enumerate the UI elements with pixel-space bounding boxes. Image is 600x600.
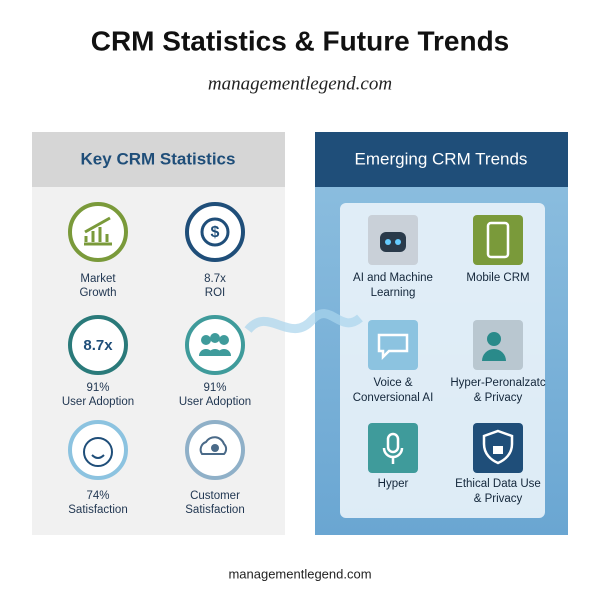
icon-art — [482, 429, 514, 465]
icon-art — [395, 239, 401, 245]
trend-icon — [368, 320, 418, 370]
stat-icon — [185, 315, 245, 375]
stats-panel — [32, 132, 285, 535]
trend-label: AI and Machine — [353, 272, 433, 284]
icon-art — [487, 332, 501, 346]
stat-label: Customer — [190, 490, 240, 502]
icon-art — [199, 436, 228, 455]
icon-text: 8.7x — [83, 337, 113, 354]
trend-label: & Privacy — [474, 392, 523, 404]
trend-icon — [368, 423, 418, 473]
trend-label: & Privacy — [474, 493, 523, 505]
stats-header — [32, 132, 285, 187]
icon-art — [201, 335, 211, 345]
icon-art — [385, 239, 391, 245]
stat-label: 8.7x — [204, 273, 226, 285]
icon-art — [382, 447, 404, 464]
icon-art — [200, 217, 230, 247]
icon-art — [84, 216, 112, 246]
trend-icon — [473, 320, 523, 370]
icon-art — [83, 437, 113, 467]
stat-label: User Adoption — [62, 396, 134, 408]
icon-art — [211, 444, 219, 452]
stat-icon — [68, 202, 128, 262]
icon-art — [493, 446, 503, 454]
trend-icon — [473, 215, 523, 265]
trend-label: Conversional AI — [353, 392, 434, 404]
stat-label: User Adoption — [179, 396, 251, 408]
icon-art — [217, 349, 231, 356]
trends-title: Emerging CRM Trends — [355, 149, 528, 168]
icon-art — [210, 333, 220, 343]
stat-label: Satisfaction — [68, 504, 127, 516]
icon-art: $ — [211, 224, 220, 241]
trend-label: Mobile CRM — [466, 272, 529, 284]
icon-art — [219, 335, 229, 345]
stat-icon — [185, 202, 245, 262]
icon-art — [91, 454, 105, 459]
icon-art — [380, 232, 406, 252]
items: Market Growth $8.7x ROI 8.7x 91% User Adoption… — [62, 202, 546, 516]
trend-label: Voice & — [374, 377, 413, 389]
icon-art — [482, 349, 506, 361]
stat-label: Growth — [79, 287, 116, 299]
trend-label: Hyper — [378, 478, 409, 490]
stat-label: Market — [80, 273, 116, 285]
stat-label: 91% — [86, 382, 109, 394]
stat-label: ROI — [205, 287, 225, 299]
icon-art — [377, 333, 409, 361]
stat-label: Satisfaction — [185, 504, 244, 516]
trend-label: Ethical Data Use — [455, 478, 541, 490]
icon-art — [486, 221, 510, 259]
subtitle: managementlegend.com — [208, 73, 392, 94]
trend-label: Learning — [371, 287, 416, 299]
trends-header — [315, 132, 568, 187]
stat-icon — [68, 315, 128, 375]
wave — [244, 309, 363, 334]
footer: managementlegend.com — [228, 566, 371, 581]
icon-art — [386, 432, 400, 454]
trend-label: Hyper-Peronalzatc — [450, 377, 545, 389]
title: CRM Statistics & Future Trends — [91, 25, 510, 56]
stat-label: 74% — [86, 490, 109, 502]
stat-label: 91% — [203, 382, 226, 394]
stats-title: Key CRM Statistics — [81, 149, 236, 168]
